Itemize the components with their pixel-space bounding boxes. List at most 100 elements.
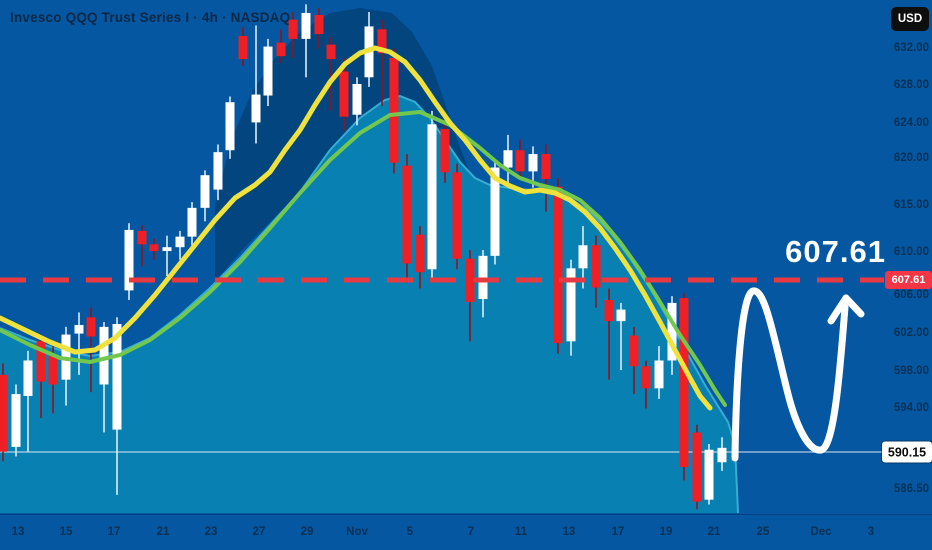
candle-bearish xyxy=(641,366,651,389)
candle-bearish xyxy=(465,258,475,302)
candle-bearish xyxy=(276,42,286,57)
candle-bullish xyxy=(616,309,626,322)
time-tick: 29 xyxy=(300,526,314,538)
candle-bearish xyxy=(149,244,159,252)
currency-toggle-button[interactable]: USD xyxy=(891,7,929,31)
candle-bearish xyxy=(415,234,425,273)
candle-bullish xyxy=(566,268,576,342)
candle-bearish xyxy=(377,29,387,54)
time-tick: Nov xyxy=(346,526,368,538)
price-tick: 602.00 xyxy=(893,327,929,339)
candle-bullish xyxy=(99,326,109,385)
time-tick: 15 xyxy=(59,526,73,538)
candle-bearish xyxy=(541,154,551,180)
price-axis[interactable]: 607.61 590.15 632.00 628.00 624.00 620.00 61… xyxy=(882,0,932,515)
time-tick: 3 xyxy=(867,526,875,538)
candle-bullish xyxy=(74,324,84,334)
price-tick: 598.00 xyxy=(893,365,929,377)
candle-bearish xyxy=(48,355,58,385)
candle-bearish xyxy=(452,172,462,259)
time-tick: 5 xyxy=(406,526,414,538)
time-tick: 21 xyxy=(156,526,170,538)
time-tick: 13 xyxy=(11,526,25,538)
candle-bearish xyxy=(604,300,614,322)
candle-bullish xyxy=(427,124,437,270)
candle-bullish xyxy=(251,94,261,123)
time-tick: Dec xyxy=(810,526,832,538)
symbol-legend-title[interactable]: Invesco QQQ Trust Series I · 4h · NASDAQ xyxy=(10,10,291,25)
time-tick: 27 xyxy=(252,526,266,538)
projection-curve-path xyxy=(731,287,849,462)
ma-fast-yellow-line xyxy=(0,45,713,411)
candle-bullish xyxy=(654,360,664,389)
time-tick: 17 xyxy=(611,526,625,538)
candle-bullish xyxy=(667,302,677,361)
candle-bullish xyxy=(490,167,500,256)
candle-bullish xyxy=(704,449,714,500)
price-tick: 620.00 xyxy=(893,152,929,164)
price-tick: 586.50 xyxy=(893,483,929,495)
candle-bullish xyxy=(213,152,223,190)
time-tick: 13 xyxy=(562,526,576,538)
target-price-tag: 607.61 xyxy=(885,271,932,289)
price-tick: 615.00 xyxy=(893,199,929,211)
candle-bullish xyxy=(112,324,122,430)
candle-bearish xyxy=(679,298,689,468)
price-tick: 594.00 xyxy=(893,402,929,414)
candle-bullish xyxy=(124,229,134,291)
candle-bullish xyxy=(175,236,185,248)
candle-bearish xyxy=(288,19,298,39)
candle-bullish xyxy=(162,247,172,252)
candle-bullish xyxy=(503,150,513,168)
candle-bearish xyxy=(314,14,324,35)
candle-bearish xyxy=(137,230,147,245)
candle-bearish xyxy=(0,374,8,452)
candle-bearish xyxy=(591,245,601,288)
time-tick: 7 xyxy=(467,526,475,538)
candle-bearish xyxy=(326,44,336,60)
target-price-callout[interactable]: 607.61 xyxy=(785,234,886,269)
time-tick: 21 xyxy=(707,526,721,538)
candle-bearish xyxy=(515,150,525,172)
arrowhead-wing xyxy=(842,294,865,318)
projection-curve-arrow[interactable] xyxy=(731,287,865,462)
candle-bullish xyxy=(200,175,210,208)
candle-bullish xyxy=(478,255,488,300)
candle-bearish xyxy=(440,129,450,173)
candle-bullish xyxy=(263,46,273,96)
candle-bullish xyxy=(301,12,311,39)
candle-bullish xyxy=(187,207,197,237)
time-tick: 23 xyxy=(204,526,218,538)
candle-bearish xyxy=(339,71,349,117)
price-tick: 624.00 xyxy=(893,117,929,129)
candle-bearish xyxy=(402,165,412,264)
candle-bearish xyxy=(553,186,563,344)
candle-bullish xyxy=(717,447,727,463)
candle-bullish xyxy=(11,394,21,447)
candle-bearish xyxy=(86,317,96,337)
candle-bullish xyxy=(225,102,235,151)
price-tick: 606.00 xyxy=(893,289,929,301)
arrowhead-wing xyxy=(827,294,850,325)
candle-bullish xyxy=(528,154,538,172)
candle-bearish xyxy=(629,335,639,367)
current-price-tag: 590.15 xyxy=(882,441,932,463)
candle-bearish xyxy=(238,36,248,60)
candle-bearish xyxy=(692,432,702,502)
price-tick: 628.00 xyxy=(893,79,929,91)
time-tick: 11 xyxy=(514,526,528,538)
cloud-area-fill xyxy=(0,96,738,513)
candle-bullish xyxy=(352,84,362,115)
candle-bearish xyxy=(36,341,46,382)
candle-bullish xyxy=(578,245,588,269)
time-axis[interactable]: 13 15 17 21 23 27 29 Nov 5 7 11 13 17 19 21 25 Dec 3 xyxy=(0,515,932,550)
time-tick: 19 xyxy=(659,526,673,538)
candle-bullish xyxy=(23,360,33,396)
time-tick: 25 xyxy=(756,526,770,538)
candle-bearish xyxy=(389,58,399,163)
price-tick: 610.00 xyxy=(893,246,929,258)
time-tick: 17 xyxy=(107,526,121,538)
ma-slow-green-line xyxy=(0,110,727,407)
